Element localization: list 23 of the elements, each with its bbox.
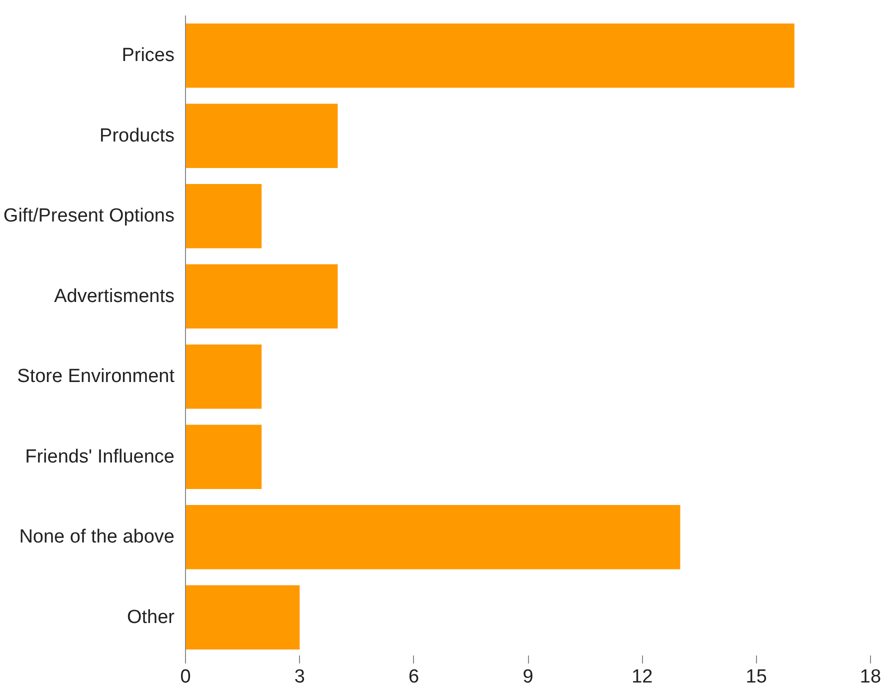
y-tick-label: Other xyxy=(126,606,176,628)
x-tick-label: 9 xyxy=(522,666,534,687)
bar xyxy=(186,104,338,168)
x-tick-label: 18 xyxy=(860,666,882,687)
y-tick-label: None of the above xyxy=(19,526,175,548)
bar xyxy=(186,505,680,570)
bar xyxy=(186,344,262,409)
y-tick-label: Products xyxy=(100,125,175,146)
x-tick-label: 15 xyxy=(746,666,767,687)
y-tick-label: Advertisments xyxy=(54,286,174,307)
y-tick-label: Gift/Present Options xyxy=(3,206,175,227)
x-tick-label: 3 xyxy=(294,666,305,687)
bar xyxy=(186,585,300,650)
bar xyxy=(186,264,338,328)
bar xyxy=(186,24,794,88)
bar xyxy=(186,184,262,248)
bar xyxy=(186,424,262,489)
x-tick-label: 6 xyxy=(408,666,420,687)
x-tick-label: 0 xyxy=(180,666,191,687)
y-tick-label: Friends' Influence xyxy=(25,446,174,468)
y-tick-label: Store Environment xyxy=(17,366,176,388)
y-tick-label: Prices xyxy=(122,45,175,66)
x-tick-label: 12 xyxy=(632,666,653,687)
